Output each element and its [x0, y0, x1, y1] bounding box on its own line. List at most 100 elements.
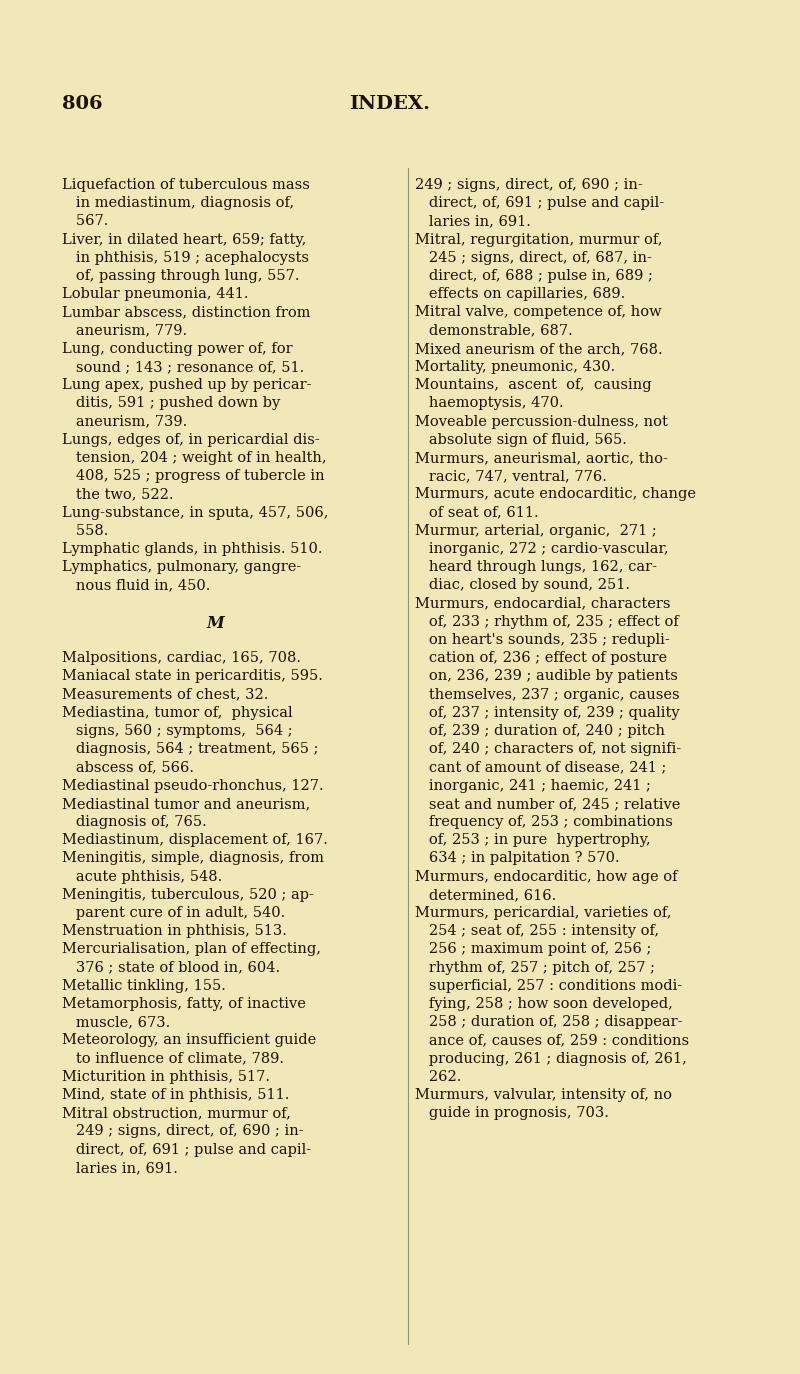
- Text: effects on capillaries, 689.: effects on capillaries, 689.: [415, 287, 626, 301]
- Text: Meteorology, an insufficient guide: Meteorology, an insufficient guide: [62, 1033, 316, 1047]
- Text: Murmur, arterial, organic,  271 ;: Murmur, arterial, organic, 271 ;: [415, 523, 657, 537]
- Text: Mediastinal tumor and aneurism,: Mediastinal tumor and aneurism,: [62, 797, 310, 811]
- Text: racic, 747, ventral, 776.: racic, 747, ventral, 776.: [415, 469, 607, 484]
- Text: themselves, 237 ; organic, causes: themselves, 237 ; organic, causes: [415, 687, 680, 702]
- Text: of, 253 ; in pure  hypertrophy,: of, 253 ; in pure hypertrophy,: [415, 833, 650, 848]
- Text: Metallic tinkling, 155.: Metallic tinkling, 155.: [62, 978, 226, 993]
- Text: Malpositions, cardiac, 165, 708.: Malpositions, cardiac, 165, 708.: [62, 651, 301, 665]
- Text: heard through lungs, 162, car-: heard through lungs, 162, car-: [415, 561, 657, 574]
- Text: cation of, 236 ; effect of posture: cation of, 236 ; effect of posture: [415, 651, 667, 665]
- Text: 256 ; maximum point of, 256 ;: 256 ; maximum point of, 256 ;: [415, 943, 651, 956]
- Text: cant of amount of disease, 241 ;: cant of amount of disease, 241 ;: [415, 760, 666, 775]
- Text: Measurements of chest, 32.: Measurements of chest, 32.: [62, 687, 268, 702]
- Text: diagnosis of, 765.: diagnosis of, 765.: [62, 815, 206, 829]
- Text: diac, closed by sound, 251.: diac, closed by sound, 251.: [415, 578, 630, 592]
- Text: direct, of, 688 ; pulse in, 689 ;: direct, of, 688 ; pulse in, 689 ;: [415, 269, 653, 283]
- Text: rhythm of, 257 ; pitch of, 257 ;: rhythm of, 257 ; pitch of, 257 ;: [415, 960, 655, 974]
- Text: Liquefaction of tuberculous mass: Liquefaction of tuberculous mass: [62, 179, 310, 192]
- Text: aneurism, 779.: aneurism, 779.: [62, 324, 187, 338]
- Text: fying, 258 ; how soon developed,: fying, 258 ; how soon developed,: [415, 998, 673, 1011]
- Text: demonstrable, 687.: demonstrable, 687.: [415, 324, 573, 338]
- Text: frequency of, 253 ; combinations: frequency of, 253 ; combinations: [415, 815, 673, 829]
- Text: seat and number of, 245 ; relative: seat and number of, 245 ; relative: [415, 797, 680, 811]
- Text: Menstruation in phthisis, 513.: Menstruation in phthisis, 513.: [62, 925, 287, 938]
- Text: to influence of climate, 789.: to influence of climate, 789.: [62, 1051, 284, 1066]
- Text: INDEX.: INDEX.: [350, 95, 430, 113]
- Text: Mind, state of in phthisis, 511.: Mind, state of in phthisis, 511.: [62, 1088, 290, 1102]
- Text: Lymphatics, pulmonary, gangre-: Lymphatics, pulmonary, gangre-: [62, 561, 302, 574]
- Text: Lobular pneumonia, 441.: Lobular pneumonia, 441.: [62, 287, 249, 301]
- Text: on heart's sounds, 235 ; redupli-: on heart's sounds, 235 ; redupli-: [415, 633, 670, 647]
- Text: of, 233 ; rhythm of, 235 ; effect of: of, 233 ; rhythm of, 235 ; effect of: [415, 614, 678, 629]
- Text: of, passing through lung, 557.: of, passing through lung, 557.: [62, 269, 299, 283]
- Text: of seat of, 611.: of seat of, 611.: [415, 506, 538, 519]
- Text: 245 ; signs, direct, of, 687, in-: 245 ; signs, direct, of, 687, in-: [415, 251, 652, 265]
- Text: 558.: 558.: [62, 523, 108, 537]
- Text: Lung, conducting power of, for: Lung, conducting power of, for: [62, 342, 293, 356]
- Text: Lung apex, pushed up by pericar-: Lung apex, pushed up by pericar-: [62, 378, 311, 392]
- Text: muscle, 673.: muscle, 673.: [62, 1015, 170, 1029]
- Text: tension, 204 ; weight of in health,: tension, 204 ; weight of in health,: [62, 451, 326, 464]
- Text: Murmurs, pericardial, varieties of,: Murmurs, pericardial, varieties of,: [415, 905, 671, 921]
- Text: nous fluid in, 450.: nous fluid in, 450.: [62, 578, 210, 592]
- Text: ance of, causes of, 259 : conditions: ance of, causes of, 259 : conditions: [415, 1033, 689, 1047]
- Text: superficial, 257 : conditions modi-: superficial, 257 : conditions modi-: [415, 978, 682, 993]
- Text: Mixed aneurism of the arch, 768.: Mixed aneurism of the arch, 768.: [415, 342, 662, 356]
- Text: 254 ; seat of, 255 : intensity of,: 254 ; seat of, 255 : intensity of,: [415, 925, 659, 938]
- Text: Moveable percussion-dulness, not: Moveable percussion-dulness, not: [415, 415, 668, 429]
- Text: Meningitis, simple, diagnosis, from: Meningitis, simple, diagnosis, from: [62, 852, 324, 866]
- Text: Murmurs, endocarditic, how age of: Murmurs, endocarditic, how age of: [415, 870, 678, 883]
- Text: acute phthisis, 548.: acute phthisis, 548.: [62, 870, 222, 883]
- Text: Micturition in phthisis, 517.: Micturition in phthisis, 517.: [62, 1070, 270, 1084]
- Text: direct, of, 691 ; pulse and capil-: direct, of, 691 ; pulse and capil-: [62, 1143, 311, 1157]
- Text: Mitral obstruction, murmur of,: Mitral obstruction, murmur of,: [62, 1106, 291, 1120]
- Text: 249 ; signs, direct, of, 690 ; in-: 249 ; signs, direct, of, 690 ; in-: [62, 1124, 304, 1139]
- Text: signs, 560 ; symptoms,  564 ;: signs, 560 ; symptoms, 564 ;: [62, 724, 293, 738]
- Text: aneurism, 739.: aneurism, 739.: [62, 415, 187, 429]
- Text: laries in, 691.: laries in, 691.: [415, 214, 531, 228]
- Text: in mediastinum, diagnosis of,: in mediastinum, diagnosis of,: [62, 196, 294, 210]
- Text: Mediastina, tumor of,  physical: Mediastina, tumor of, physical: [62, 706, 293, 720]
- Text: producing, 261 ; diagnosis of, 261,: producing, 261 ; diagnosis of, 261,: [415, 1051, 687, 1066]
- Text: Murmurs, aneurismal, aortic, tho-: Murmurs, aneurismal, aortic, tho-: [415, 451, 668, 464]
- Text: Mitral valve, competence of, how: Mitral valve, competence of, how: [415, 305, 662, 319]
- Text: inorganic, 272 ; cardio-vascular,: inorganic, 272 ; cardio-vascular,: [415, 541, 669, 556]
- Text: inorganic, 241 ; haemic, 241 ;: inorganic, 241 ; haemic, 241 ;: [415, 779, 651, 793]
- Text: on, 236, 239 ; audible by patients: on, 236, 239 ; audible by patients: [415, 669, 678, 683]
- Text: Murmurs, acute endocarditic, change: Murmurs, acute endocarditic, change: [415, 488, 696, 502]
- Text: ditis, 591 ; pushed down by: ditis, 591 ; pushed down by: [62, 397, 280, 411]
- Text: the two, 522.: the two, 522.: [62, 488, 174, 502]
- Text: Lung-substance, in sputa, 457, 506,: Lung-substance, in sputa, 457, 506,: [62, 506, 329, 519]
- Text: 634 ; in palpitation ? 570.: 634 ; in palpitation ? 570.: [415, 852, 620, 866]
- Text: Metamorphosis, fatty, of inactive: Metamorphosis, fatty, of inactive: [62, 998, 306, 1011]
- Text: laries in, 691.: laries in, 691.: [62, 1161, 178, 1175]
- Text: guide in prognosis, 703.: guide in prognosis, 703.: [415, 1106, 609, 1120]
- Text: 567.: 567.: [62, 214, 108, 228]
- Text: Murmurs, valvular, intensity of, no: Murmurs, valvular, intensity of, no: [415, 1088, 672, 1102]
- Text: of, 237 ; intensity of, 239 ; quality: of, 237 ; intensity of, 239 ; quality: [415, 706, 680, 720]
- Text: of, 239 ; duration of, 240 ; pitch: of, 239 ; duration of, 240 ; pitch: [415, 724, 665, 738]
- Text: Mountains,  ascent  of,  causing: Mountains, ascent of, causing: [415, 378, 652, 392]
- Text: Mercurialisation, plan of effecting,: Mercurialisation, plan of effecting,: [62, 943, 321, 956]
- Text: sound ; 143 ; resonance of, 51.: sound ; 143 ; resonance of, 51.: [62, 360, 304, 374]
- Text: Mitral, regurgitation, murmur of,: Mitral, regurgitation, murmur of,: [415, 232, 662, 246]
- Text: Maniacal state in pericarditis, 595.: Maniacal state in pericarditis, 595.: [62, 669, 323, 683]
- Text: haemoptysis, 470.: haemoptysis, 470.: [415, 397, 564, 411]
- Text: direct, of, 691 ; pulse and capil-: direct, of, 691 ; pulse and capil-: [415, 196, 664, 210]
- Text: Liver, in dilated heart, 659; fatty,: Liver, in dilated heart, 659; fatty,: [62, 232, 306, 246]
- Text: Mortality, pneumonic, 430.: Mortality, pneumonic, 430.: [415, 360, 615, 374]
- Text: Lungs, edges of, in pericardial dis-: Lungs, edges of, in pericardial dis-: [62, 433, 320, 447]
- Text: Mediastinum, displacement of, 167.: Mediastinum, displacement of, 167.: [62, 833, 328, 848]
- Text: 408, 525 ; progress of tubercle in: 408, 525 ; progress of tubercle in: [62, 469, 325, 484]
- Text: 258 ; duration of, 258 ; disappear-: 258 ; duration of, 258 ; disappear-: [415, 1015, 682, 1029]
- Text: of, 240 ; characters of, not signifi-: of, 240 ; characters of, not signifi-: [415, 742, 682, 756]
- Text: parent cure of in adult, 540.: parent cure of in adult, 540.: [62, 905, 286, 921]
- Text: Lymphatic glands, in phthisis. 510.: Lymphatic glands, in phthisis. 510.: [62, 541, 322, 556]
- Text: Murmurs, endocardial, characters: Murmurs, endocardial, characters: [415, 596, 670, 610]
- Text: 249 ; signs, direct, of, 690 ; in-: 249 ; signs, direct, of, 690 ; in-: [415, 179, 642, 192]
- Text: Mediastinal pseudo-rhonchus, 127.: Mediastinal pseudo-rhonchus, 127.: [62, 779, 324, 793]
- Text: 376 ; state of blood in, 604.: 376 ; state of blood in, 604.: [62, 960, 280, 974]
- Text: Lumbar abscess, distinction from: Lumbar abscess, distinction from: [62, 305, 310, 319]
- Text: 262.: 262.: [415, 1070, 462, 1084]
- Text: M: M: [206, 614, 224, 632]
